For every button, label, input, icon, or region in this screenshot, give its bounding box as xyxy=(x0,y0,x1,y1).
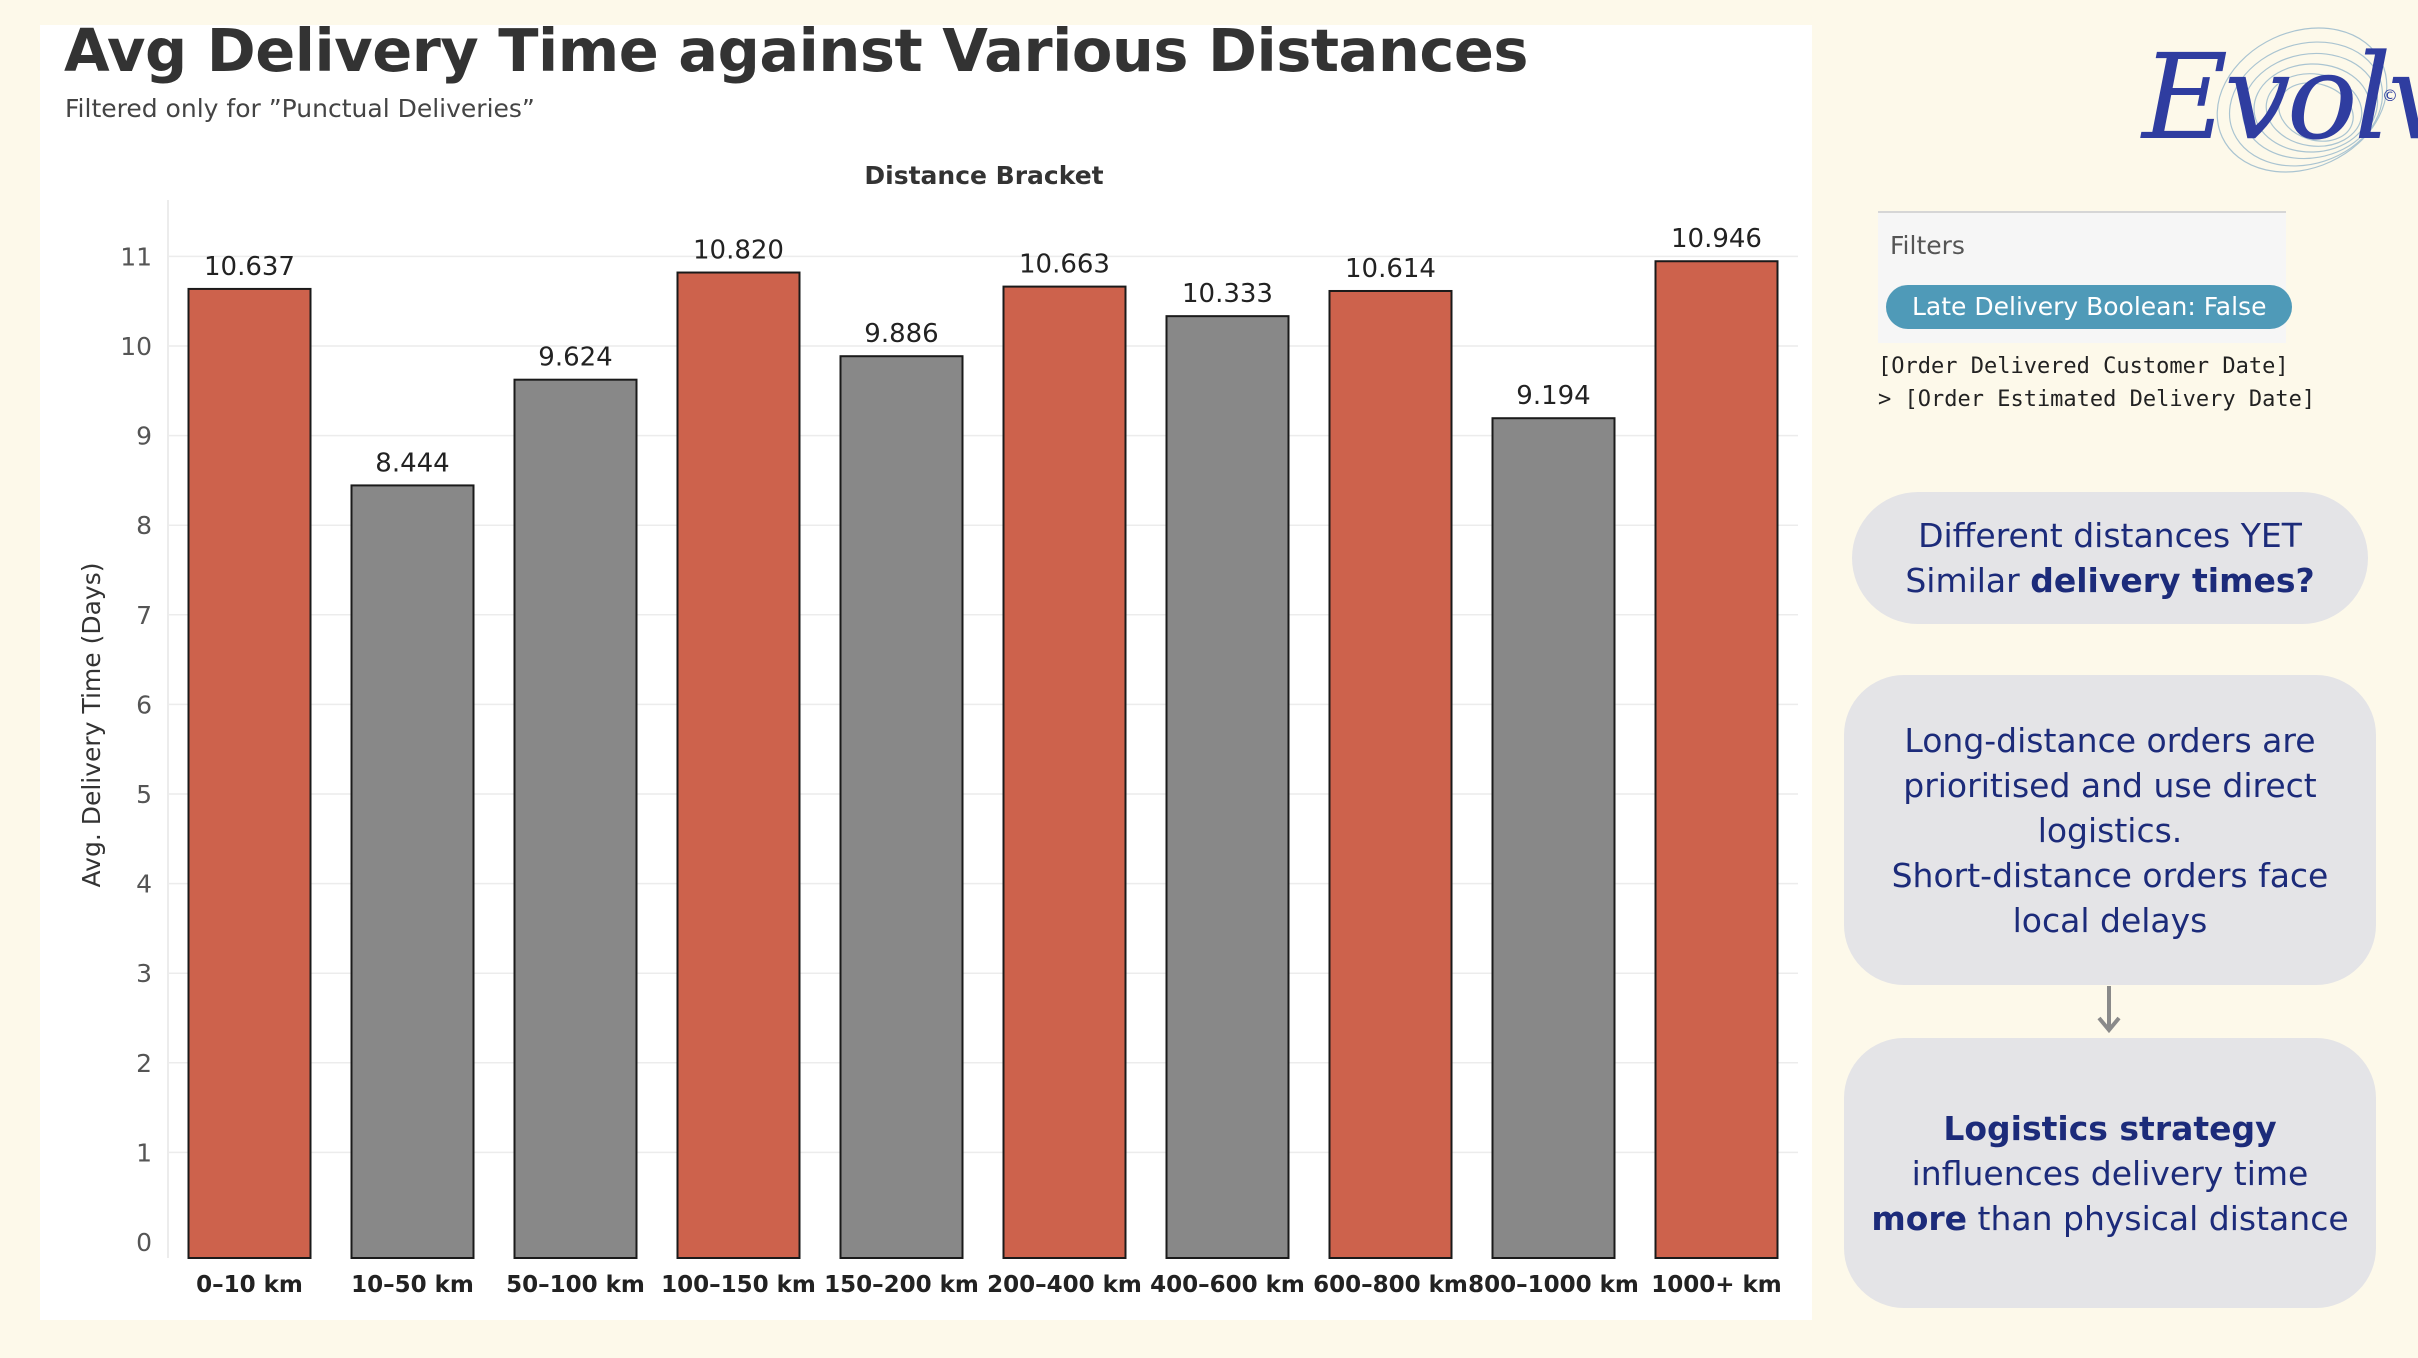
callout-1-line2-bold: delivery times? xyxy=(2030,561,2315,600)
logo-text: Evolve xyxy=(2142,28,2418,166)
callout-long-distance: Long-distance orders are prioritised and… xyxy=(1844,675,2376,985)
bar-1[interactable] xyxy=(350,484,475,1259)
y-tick-label: 10 xyxy=(120,332,152,361)
bar-value-label: 8.444 xyxy=(375,448,449,478)
y-tick-label: 5 xyxy=(136,780,152,809)
callout-different-distances: Different distances YET Similar delivery… xyxy=(1852,492,2368,624)
y-tick-label: 1 xyxy=(136,1138,152,1167)
filter-pill-late-delivery[interactable]: Late Delivery Boolean: False xyxy=(1886,285,2293,329)
y-tick-label: 2 xyxy=(136,1049,152,1078)
bar-value-label: 10.820 xyxy=(693,236,784,266)
callout-3-line3-bold: more xyxy=(1871,1198,1968,1238)
filter-description-line2: > [Order Estimated Delivery Date] xyxy=(1878,387,2316,412)
callout-3-line1: Logistics strategy xyxy=(1871,1106,2348,1151)
x-tick-label: 400–600 km xyxy=(1150,1272,1305,1298)
bar-value-label: 9.624 xyxy=(538,343,612,373)
x-tick-label: 150–200 km xyxy=(824,1272,979,1298)
x-tick-label: 50–100 km xyxy=(506,1272,645,1298)
chart-subtitle: Filtered only for ”Punctual Deliveries” xyxy=(65,94,535,123)
bar-value-label: 10.637 xyxy=(204,252,295,282)
y-tick-label: 6 xyxy=(136,690,152,719)
filter-description-line1: [Order Delivered Customer Date] xyxy=(1878,354,2289,379)
y-tick-label: 0 xyxy=(136,1228,152,1257)
callout-2-line5: local delays xyxy=(2012,900,2208,940)
callout-3-line1-bold: Logistics strategy xyxy=(1943,1108,2277,1148)
bar-7[interactable] xyxy=(1328,289,1453,1259)
y-tick-label: 3 xyxy=(136,959,152,988)
x-tick-label: 800–1000 km xyxy=(1468,1272,1639,1298)
bar-3[interactable] xyxy=(676,271,801,1259)
bar-value-label: 9.886 xyxy=(864,319,938,349)
bar-value-label: 9.194 xyxy=(1516,381,1590,411)
callout-3-line3-text: than physical distance xyxy=(1967,1198,2349,1238)
evolve-logo xyxy=(2130,12,2402,197)
callout-2-line4: Short-distance orders face xyxy=(1891,855,2329,895)
y-tick-label: 9 xyxy=(136,422,152,451)
bar-9[interactable] xyxy=(1654,260,1779,1259)
y-tick-label: 7 xyxy=(136,601,152,630)
bar-6[interactable] xyxy=(1165,315,1290,1259)
callout-1-line1: Different distances YET xyxy=(1918,516,2302,555)
y-tick-label: 11 xyxy=(120,242,152,271)
callout-logistics-strategy: Logistics strategy influences delivery t… xyxy=(1844,1038,2376,1308)
x-tick-label: 0–10 km xyxy=(196,1272,303,1298)
x-tick-label: 200–400 km xyxy=(987,1272,1142,1298)
callout-2-line3: logistics. xyxy=(2037,810,2183,850)
x-tick-label: 10–50 km xyxy=(351,1272,474,1298)
bar-8[interactable] xyxy=(1491,417,1616,1259)
bar-5[interactable] xyxy=(1002,285,1127,1259)
bars xyxy=(187,260,1779,1260)
x-tick-label: 600–800 km xyxy=(1313,1272,1468,1298)
bar-2[interactable] xyxy=(513,378,638,1260)
x-axis-ticks: 0–10 km 10–50 km 50–100 km 100–150 km 150–20… xyxy=(196,1272,1782,1298)
bar-value-label: 10.663 xyxy=(1019,250,1110,280)
y-axis-label: Avg. Delivery Time (Days) xyxy=(77,563,106,888)
bar-value-label: 10.946 xyxy=(1671,224,1762,254)
callout-1-line2-text: Similar xyxy=(1905,561,2031,600)
filters-title: Filters xyxy=(1890,231,1965,260)
bar-4[interactable] xyxy=(839,355,964,1259)
filters-panel: Filters Late Delivery Boolean: False xyxy=(1878,211,2293,343)
filter-description: [Order Delivered Customer Date] > [Order… xyxy=(1878,350,2315,416)
bar-value-label: 10.614 xyxy=(1345,254,1436,284)
callout-3-line2: influences delivery time xyxy=(1911,1153,2309,1193)
callout-2-line1: Long-distance orders are xyxy=(1904,720,2316,760)
callout-1-line2: Similar delivery times? xyxy=(1905,558,2314,603)
bar-chart: 0 1 2 3 4 5 6 7 8 9 10 11 10.637 8.444 9.624 10.820 9.8… xyxy=(77,161,1798,1298)
callout-2-line2: prioritised and use direct xyxy=(1903,765,2317,805)
column-header: Distance Bracket xyxy=(864,161,1103,190)
callout-3-line3: more than physical distance xyxy=(1871,1196,2348,1241)
y-tick-label: 4 xyxy=(136,870,152,899)
copyright-mark: © xyxy=(2382,86,2398,105)
chart-title: Avg Delivery Time against Various Distan… xyxy=(64,16,1528,85)
x-tick-label: 1000+ km xyxy=(1651,1272,1782,1298)
bar-value-labels: 10.637 8.444 9.624 10.820 9.886 10.663 10.333 1… xyxy=(204,224,1762,478)
arrow-down-icon xyxy=(2097,986,2121,1034)
bar-value-label: 10.333 xyxy=(1182,279,1273,309)
y-axis-ticks: 0 1 2 3 4 5 6 7 8 9 10 11 xyxy=(120,242,152,1257)
bar-0[interactable] xyxy=(187,287,312,1259)
logo-swirl-icon xyxy=(2216,27,2388,173)
y-tick-label: 8 xyxy=(136,511,152,540)
x-tick-label: 100–150 km xyxy=(661,1272,816,1298)
